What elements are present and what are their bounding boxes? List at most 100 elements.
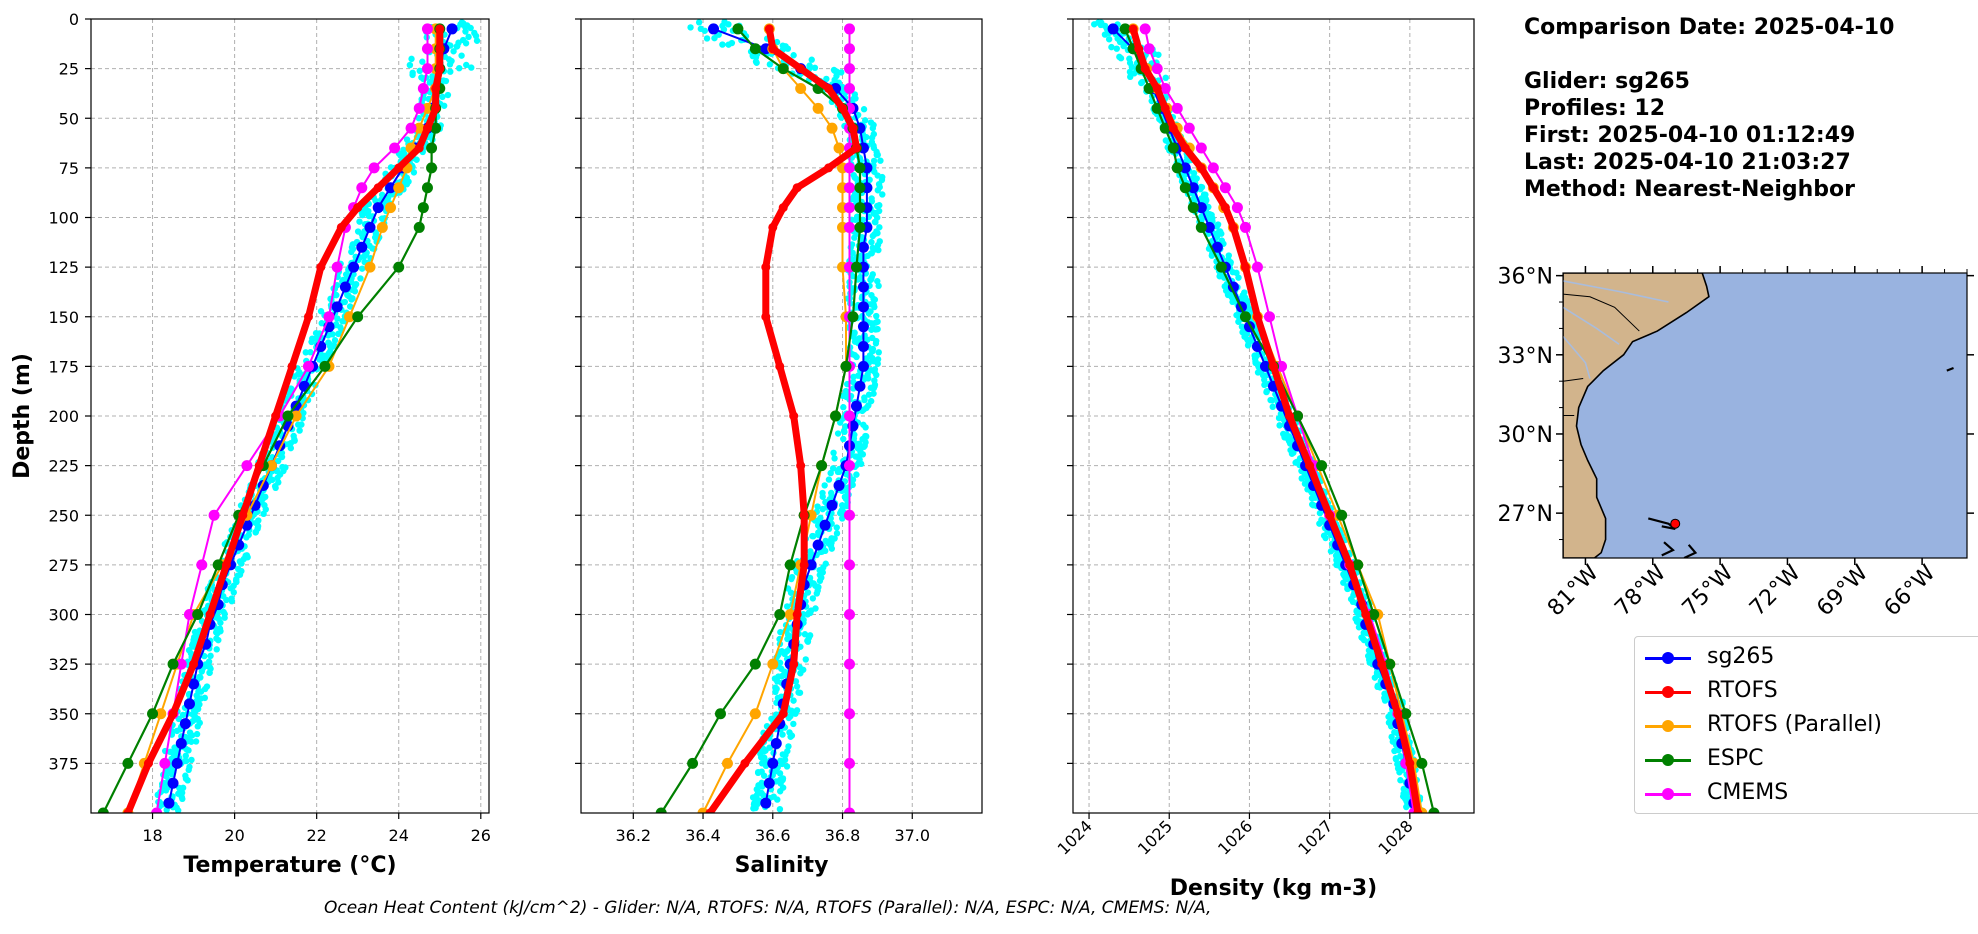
- lon-label: 81°W: [1543, 560, 1604, 621]
- data-point: [805, 559, 817, 571]
- data-point: [792, 183, 802, 193]
- data-point: [394, 163, 404, 173]
- data-point: [1207, 162, 1219, 174]
- lon-label: 69°W: [1812, 560, 1873, 621]
- data-point: [1285, 411, 1295, 421]
- data-point: [1416, 757, 1428, 769]
- data-point: [761, 312, 771, 322]
- data-point: [824, 83, 834, 93]
- data-point: [843, 63, 855, 75]
- data-point: [843, 410, 855, 422]
- data-point: [331, 301, 343, 313]
- data-point: [196, 559, 208, 571]
- data-point: [1336, 509, 1348, 521]
- data-point: [789, 659, 799, 669]
- data-point: [1168, 123, 1178, 133]
- lat-label: 33°N: [1498, 344, 1553, 369]
- data-point: [446, 23, 458, 35]
- series-rtofs: [123, 24, 445, 813]
- data-point: [319, 360, 331, 372]
- data-point: [851, 143, 861, 153]
- data-point: [843, 559, 855, 571]
- data-point: [843, 82, 855, 94]
- data-point: [850, 261, 862, 273]
- data-point: [385, 202, 397, 214]
- data-point: [373, 183, 383, 193]
- legend-label: sg265: [1707, 644, 1775, 669]
- data-point: [850, 400, 862, 412]
- data-point: [1195, 142, 1207, 154]
- data-point: [857, 341, 869, 353]
- data-point: [336, 222, 346, 232]
- data-point: [819, 519, 831, 531]
- y-tick-label: 125: [48, 258, 79, 277]
- series-rtofs-parallel-: [697, 23, 852, 813]
- series-rtofs: [1128, 24, 1423, 813]
- data-point: [1325, 510, 1335, 520]
- data-point: [1187, 202, 1199, 214]
- data-point: [721, 757, 733, 769]
- data-point: [1231, 202, 1243, 214]
- data-point: [1377, 659, 1387, 669]
- y-axis-label: Depth (m): [10, 353, 35, 479]
- legend-marker: [1662, 754, 1674, 766]
- data-point: [1203, 221, 1215, 233]
- data-point: [1269, 361, 1278, 371]
- lon-label: 78°W: [1610, 560, 1671, 621]
- data-point: [254, 461, 264, 471]
- data-point: [1151, 63, 1163, 75]
- glider-position-marker: [1670, 518, 1681, 529]
- data-point: [1179, 182, 1191, 194]
- data-point: [789, 411, 799, 421]
- data-point: [393, 261, 405, 273]
- data-point: [768, 44, 778, 54]
- map-island: [1683, 544, 1698, 558]
- data-point: [282, 410, 294, 422]
- data-point: [854, 162, 866, 174]
- data-point: [749, 43, 761, 55]
- data-point: [1195, 221, 1207, 233]
- data-point: [435, 64, 445, 74]
- data-point: [167, 658, 179, 670]
- data-point: [843, 221, 855, 233]
- y-tick-label: 25: [59, 60, 79, 79]
- data-point: [838, 103, 848, 113]
- data-point: [414, 143, 424, 153]
- data-point: [799, 510, 809, 520]
- location-map: 36°N 33°N 30°N 27°N 81°W 78°W 75°W 72°W 69°W 66°W: [1498, 265, 1974, 621]
- panel-3: 1024 1025 1026 1027 1028 Density (kg m-3): [1054, 18, 1475, 901]
- data-point: [421, 102, 433, 114]
- data-point: [796, 461, 806, 471]
- ohc-footer-text: Ocean Heat Content (kJ/cm^2) - Glider: N…: [324, 898, 1212, 918]
- data-point: [167, 777, 179, 789]
- data-point: [708, 23, 720, 35]
- data-point: [290, 410, 302, 422]
- data-point: [1119, 23, 1131, 35]
- data-point: [143, 758, 153, 768]
- data-point: [208, 509, 220, 521]
- lat-label: 36°N: [1498, 265, 1553, 290]
- data-point: [1183, 122, 1195, 134]
- data-point: [421, 63, 433, 75]
- data-point: [848, 123, 858, 133]
- data-point: [1316, 460, 1328, 472]
- data-point: [1215, 261, 1227, 273]
- data-point: [843, 807, 855, 813]
- data-point: [1128, 24, 1138, 34]
- data-point: [241, 460, 253, 472]
- data-point: [188, 678, 200, 690]
- map-river: [1563, 335, 1591, 379]
- data-point: [171, 757, 183, 769]
- data-point: [764, 24, 774, 34]
- data-point: [1152, 83, 1162, 93]
- data-point: [763, 777, 775, 789]
- data-point: [749, 708, 761, 720]
- data-point: [833, 479, 845, 491]
- data-point: [1171, 102, 1183, 114]
- x-tick-label: 36.6: [755, 826, 791, 845]
- x-tick-label: 18: [142, 826, 162, 845]
- data-point: [830, 410, 842, 422]
- y-tick-label: 250: [48, 506, 79, 525]
- data-point: [1361, 610, 1371, 619]
